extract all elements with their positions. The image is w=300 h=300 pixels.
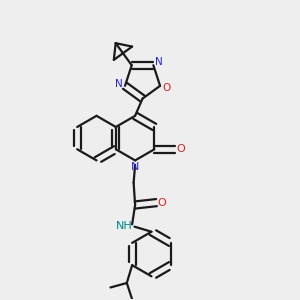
Text: N: N — [115, 80, 123, 89]
Text: O: O — [163, 83, 171, 93]
Text: N: N — [131, 162, 139, 172]
Text: NH: NH — [116, 221, 133, 231]
Text: N: N — [155, 57, 163, 67]
Text: O: O — [176, 144, 185, 154]
Text: O: O — [158, 198, 166, 208]
